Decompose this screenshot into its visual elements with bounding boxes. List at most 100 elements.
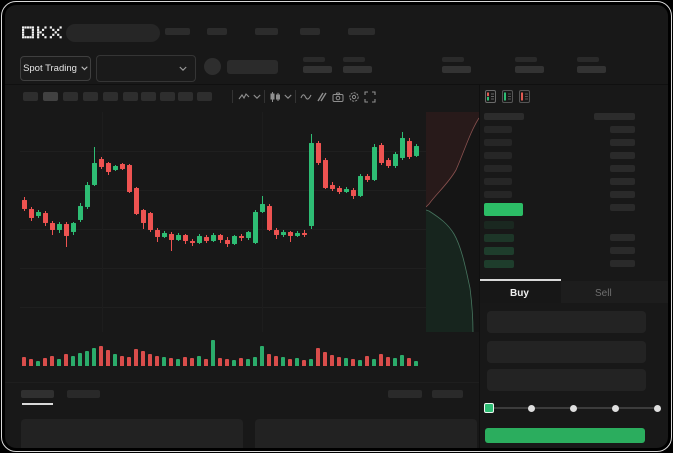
timeframe-button[interactable]: [160, 92, 175, 101]
ask-row-amount[interactable]: [610, 204, 635, 211]
volume-bar: [43, 358, 47, 366]
volume-bar: [309, 359, 313, 366]
ask-row-amount[interactable]: [610, 191, 635, 198]
settings-icon[interactable]: [348, 91, 360, 103]
compare-icon[interactable]: [316, 91, 328, 103]
timeframe-button[interactable]: [178, 92, 193, 101]
buy-submit-button[interactable]: [485, 428, 645, 443]
slider-stop[interactable]: [611, 404, 619, 412]
volume-bar: [379, 354, 383, 366]
book-split-icon[interactable]: [485, 90, 496, 103]
candle: [385, 160, 391, 166]
stat-label-skeleton: [577, 57, 599, 62]
timeframe-button[interactable]: [123, 92, 138, 101]
volume-bar: [330, 355, 334, 366]
candlestick-icon[interactable]: [269, 91, 281, 103]
camera-icon[interactable]: [332, 91, 344, 103]
ask-row-amount[interactable]: [610, 139, 635, 146]
chevron-down-icon[interactable]: [284, 94, 292, 100]
bottom-panel: [5, 382, 479, 448]
volume-bar: [281, 357, 285, 366]
nav-link-skeleton[interactable]: [255, 28, 278, 35]
candle: [238, 236, 244, 239]
price-input[interactable]: [487, 311, 646, 333]
book-asks-icon[interactable]: [519, 90, 530, 103]
stat-value-skeleton: [442, 66, 471, 73]
buy-tab-indicator: [480, 279, 561, 281]
ask-row-amount[interactable]: [610, 178, 635, 185]
timeframe-button[interactable]: [83, 92, 98, 101]
nav-link-skeleton[interactable]: [300, 28, 320, 35]
candle: [28, 208, 34, 218]
bottom-tab-2[interactable]: [67, 390, 100, 398]
volume-bar: [414, 361, 418, 366]
candle: [217, 235, 223, 240]
bottom-link-1[interactable]: [388, 390, 422, 398]
tab-sell[interactable]: Sell: [561, 281, 668, 303]
bid-row-price[interactable]: [484, 234, 514, 242]
nav-link-skeleton[interactable]: [165, 28, 190, 35]
ask-row-price[interactable]: [484, 152, 512, 159]
timeframe-button[interactable]: [141, 92, 156, 101]
candle: [175, 235, 181, 240]
ask-row-amount[interactable]: [610, 165, 635, 172]
volume-bar: [36, 361, 40, 366]
slider-stop[interactable]: [653, 404, 661, 412]
ask-row-amount[interactable]: [610, 126, 635, 133]
bid-row-amount[interactable]: [610, 260, 635, 267]
bid-row-price[interactable]: [484, 221, 514, 229]
line-chart-icon[interactable]: [300, 91, 312, 103]
candle: [133, 187, 139, 215]
bid-row-price[interactable]: [484, 247, 514, 255]
timeframe-button[interactable]: [103, 92, 118, 101]
bid-row-amount[interactable]: [610, 247, 635, 254]
volume-bar: [295, 358, 299, 366]
slider-stop[interactable]: [569, 404, 577, 412]
gridline: [20, 307, 426, 308]
timeframe-button[interactable]: [197, 92, 212, 101]
book-bids-icon[interactable]: [502, 90, 513, 103]
bottom-link-2[interactable]: [432, 390, 463, 398]
volume-bar: [302, 360, 306, 366]
fullscreen-icon[interactable]: [364, 91, 376, 103]
nav-link-skeleton[interactable]: [207, 28, 227, 35]
ask-row-amount[interactable]: [610, 152, 635, 159]
ask-row-price[interactable]: [484, 165, 512, 172]
slider-handle[interactable]: [484, 402, 494, 413]
chevron-down-icon[interactable]: [253, 94, 261, 100]
ask-row-price[interactable]: [484, 178, 512, 185]
ask-row-price[interactable]: [484, 139, 512, 146]
candle: [259, 204, 265, 213]
bottom-tab-1-indicator: [22, 403, 53, 405]
gridline: [102, 112, 103, 332]
candle: [273, 229, 279, 236]
volume-bar: [372, 359, 376, 366]
amount-slider[interactable]: [480, 400, 668, 416]
candlestick-chart[interactable]: [20, 112, 426, 332]
candle: [301, 233, 307, 236]
bottom-tab-1[interactable]: [21, 390, 54, 398]
ask-row-price[interactable]: [484, 191, 512, 198]
indicator-icon[interactable]: [238, 91, 250, 103]
search-input[interactable]: [66, 24, 160, 42]
timeframe-button[interactable]: [43, 92, 58, 101]
timeframe-button[interactable]: [63, 92, 78, 101]
bid-row-amount[interactable]: [610, 234, 635, 241]
nav-link-skeleton[interactable]: [348, 28, 375, 35]
market-type-selector[interactable]: Spot Trading: [20, 56, 91, 81]
okx-logo[interactable]: [22, 26, 62, 39]
slider-stop[interactable]: [527, 404, 535, 412]
candle: [315, 142, 321, 163]
ask-row-price[interactable]: [484, 126, 512, 133]
total-input[interactable]: [487, 369, 646, 391]
pair-dropdown[interactable]: [96, 55, 196, 82]
amount-input[interactable]: [487, 341, 646, 363]
tab-buy[interactable]: Buy: [480, 281, 561, 303]
candle: [77, 205, 83, 220]
candle-wick: [170, 231, 172, 251]
app-window: Spot Trading: [5, 5, 668, 448]
volume-bar: [351, 359, 355, 366]
timeframe-button[interactable]: [23, 92, 38, 101]
bid-row-price[interactable]: [484, 260, 514, 268]
gridline: [20, 151, 426, 152]
